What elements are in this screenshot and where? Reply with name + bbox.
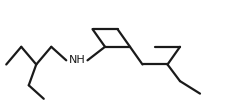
Text: NH: NH [69,55,86,65]
